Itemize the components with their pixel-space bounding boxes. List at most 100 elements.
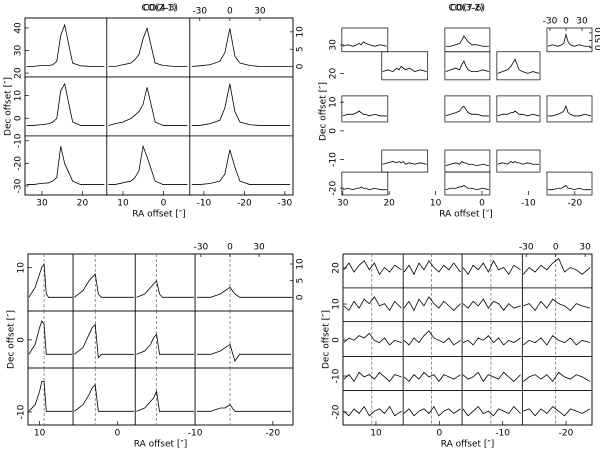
spectrum: [547, 184, 592, 191]
y-tick-label: 30: [329, 39, 339, 51]
spectrum: [403, 330, 461, 346]
x-tick-label: 0: [161, 199, 167, 209]
velocity-tick-label: 30: [579, 243, 591, 253]
plot-frame: [24, 17, 294, 196]
spectrum: [108, 87, 188, 126]
intensity-tick-label: 10: [296, 26, 306, 38]
cell-frame: [546, 27, 593, 53]
cell-frame: [341, 171, 389, 196]
x-tick-label: 20: [77, 199, 89, 209]
spectrum: [403, 260, 461, 276]
spectrum: [523, 371, 591, 383]
intensity-tick-label: 5: [595, 37, 600, 43]
spectrum: [497, 160, 540, 165]
velocity-tick-label: 30: [253, 243, 265, 253]
x-tick-label: 20: [383, 199, 395, 209]
y-tick-label: 20: [332, 262, 342, 274]
y-axis-label: Dec offset [″]: [319, 82, 329, 141]
velocity-tick-label: 30: [254, 7, 266, 17]
spectrum: [523, 335, 591, 346]
panel-title: CO(4-3): [143, 4, 178, 14]
y-tick-label: 10: [329, 96, 339, 108]
cell-frame: [461, 253, 523, 289]
cell-frame: [72, 310, 136, 369]
panel-title: CO(7-6): [450, 4, 485, 14]
spectrum: [108, 144, 188, 185]
cell-frame: [521, 287, 593, 323]
x-tick-label: -10: [197, 199, 212, 209]
cell-frame: [444, 95, 491, 123]
cell-frame: [24, 76, 108, 137]
spectrum: [197, 286, 292, 298]
cell-frame: [496, 51, 541, 81]
x-tick-label: -20: [265, 429, 280, 439]
spectrum: [403, 296, 461, 312]
spectrum: [445, 160, 490, 167]
cell-frame: [189, 76, 294, 137]
spectrum: [462, 298, 521, 312]
x-tick-label: 0: [479, 199, 485, 209]
spectrum: [382, 160, 427, 165]
cell-frame: [444, 171, 491, 196]
y-tick-label: 10: [14, 90, 24, 102]
plot-frame: [342, 253, 593, 426]
spectrum: [462, 259, 521, 276]
spectrum: [26, 82, 105, 126]
cell-frame: [521, 390, 593, 426]
spectrum: [343, 405, 402, 417]
y-tick-label: -20: [14, 156, 24, 171]
spectrum: [342, 110, 387, 117]
spectrum: [342, 186, 387, 191]
spectrum: [382, 65, 427, 73]
x-tick-label: 10: [34, 429, 46, 439]
spectrum: [28, 262, 73, 298]
spectrum: [28, 380, 73, 412]
y-tick-label: -10: [17, 404, 27, 419]
cell-frame: [341, 27, 389, 53]
spectrum: [136, 333, 194, 355]
cell-frame: [106, 76, 191, 137]
cell-frame: [402, 356, 463, 391]
x-tick-label: 30: [36, 199, 48, 209]
y-tick-label: 20: [329, 68, 339, 80]
plot-frame: [27, 253, 294, 426]
intensity-tick-label: 0: [296, 63, 306, 69]
x-tick-label: -20: [237, 199, 252, 209]
spectrum: [74, 323, 135, 359]
spectrum: [343, 296, 402, 312]
spectrum: [445, 60, 490, 73]
cell-frame: [402, 321, 463, 357]
cell-frame: [134, 253, 196, 312]
spectrum: [343, 371, 402, 383]
velocity-tick-label: 0: [227, 243, 233, 253]
x-axis-label: RA offset [″]: [441, 440, 495, 450]
velocity-tick-label: -30: [194, 243, 209, 253]
spectrum: [343, 332, 402, 346]
intensity-tick-label: 10: [296, 258, 306, 270]
x-tick-label: -20: [559, 429, 574, 439]
y-axis-label: Dec offset [″]: [7, 310, 17, 369]
spectrum: [108, 27, 188, 67]
cell-frame: [106, 135, 191, 196]
spectrum: [523, 406, 591, 417]
velocity-tick-label: 0: [553, 243, 559, 253]
spectrum: [462, 405, 521, 417]
cell-frame: [342, 390, 404, 426]
cell-frame: [194, 310, 294, 369]
x-tick-label: -10: [188, 429, 203, 439]
spectrum: [522, 257, 591, 275]
cell-frame: [381, 51, 429, 81]
x-tick-label: -20: [567, 199, 582, 209]
cell-frame: [27, 253, 74, 312]
y-tick-label: 10: [332, 298, 342, 310]
spectrum: [28, 320, 73, 355]
spectrum: [547, 105, 592, 117]
cell-frame: [496, 149, 541, 173]
x-tick-label: 0: [115, 429, 121, 439]
cell-frame: [444, 27, 491, 53]
spectrum: [547, 32, 592, 47]
cell-frame: [461, 287, 523, 323]
spectrum: [497, 58, 540, 74]
intensity-tick-label: 5: [296, 46, 306, 52]
